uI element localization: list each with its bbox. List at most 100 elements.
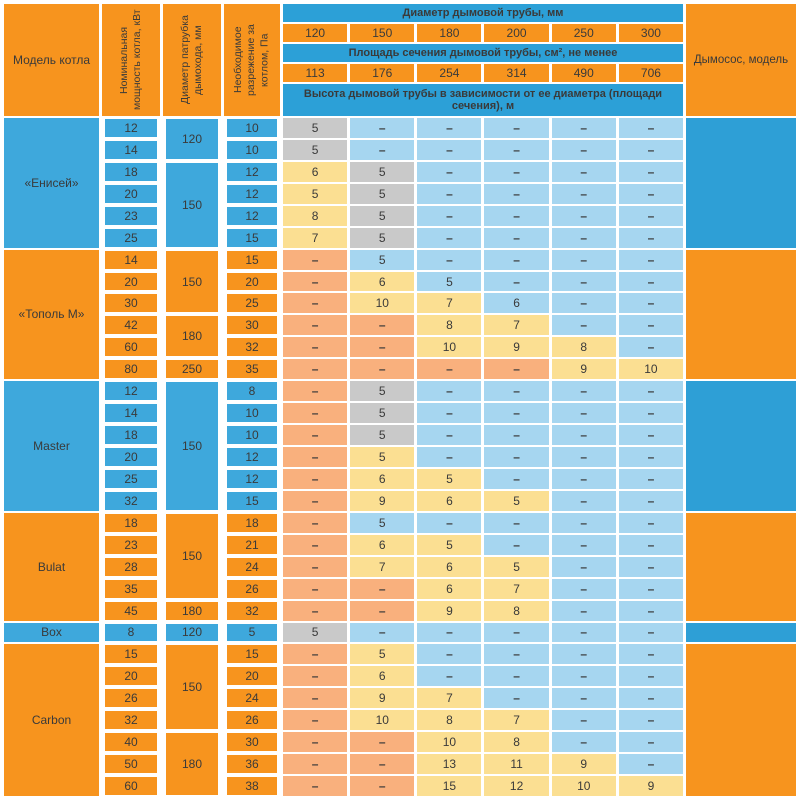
draft-cell: 12 bbox=[227, 162, 277, 181]
height-cell: 7 bbox=[484, 710, 549, 731]
height-cell: 5 bbox=[350, 644, 415, 665]
header-section-area: Площадь сечения дымовой трубы, см², не м… bbox=[283, 44, 683, 62]
height-cell: – bbox=[551, 600, 616, 621]
height-cell: – bbox=[283, 403, 348, 424]
height-cell: – bbox=[551, 315, 616, 336]
height-cell: – bbox=[283, 578, 348, 599]
height-cell: – bbox=[283, 512, 348, 533]
height-cell: – bbox=[283, 688, 348, 709]
header-chimney-height: Высота дымовой трубы в зависимости от ее… bbox=[283, 84, 683, 116]
height-cell: – bbox=[283, 710, 348, 731]
height-cell: – bbox=[618, 205, 683, 226]
draft-cell: 26 bbox=[227, 579, 277, 598]
height-cell: 9 bbox=[350, 688, 415, 709]
height-cell: 9 bbox=[417, 600, 482, 621]
height-cell: – bbox=[618, 249, 683, 270]
nozzle-diameter-cell: 150 bbox=[166, 250, 218, 313]
height-cell: – bbox=[551, 227, 616, 248]
height-cell: – bbox=[417, 666, 482, 687]
height-cell: 5 bbox=[484, 490, 549, 511]
height-cell: – bbox=[618, 315, 683, 336]
height-cell: – bbox=[417, 381, 482, 402]
height-cell: 7 bbox=[417, 293, 482, 314]
draft-cell: 12 bbox=[227, 448, 277, 466]
exhauster-cell bbox=[685, 512, 796, 621]
height-cell: – bbox=[283, 381, 348, 402]
height-cell: – bbox=[484, 227, 549, 248]
draft-cell: 15 bbox=[227, 228, 277, 247]
height-cell: – bbox=[618, 161, 683, 182]
height-cell: – bbox=[283, 425, 348, 446]
height-cell: – bbox=[618, 688, 683, 709]
draft-cell: 21 bbox=[227, 535, 277, 554]
height-cell: – bbox=[283, 490, 348, 511]
height-cell: – bbox=[618, 556, 683, 577]
draft-cell: 10 bbox=[227, 426, 277, 445]
height-cell: 9 bbox=[350, 490, 415, 511]
height-cell: 10 bbox=[551, 776, 616, 796]
power-cell: 25 bbox=[105, 469, 157, 488]
height-cell: – bbox=[484, 183, 549, 204]
height-cell: – bbox=[350, 622, 415, 643]
height-cell: – bbox=[283, 315, 348, 336]
height-cell: – bbox=[551, 490, 616, 511]
height-cell: 6 bbox=[350, 271, 415, 292]
draft-cell: 5 bbox=[227, 623, 277, 642]
power-cell: 12 bbox=[105, 119, 157, 137]
height-cell: – bbox=[484, 447, 549, 467]
nozzle-diameter-cell: 150 bbox=[166, 645, 218, 730]
height-cell: – bbox=[417, 249, 482, 270]
height-cell: – bbox=[551, 666, 616, 687]
height-cell: 6 bbox=[350, 666, 415, 687]
height-cell: – bbox=[618, 732, 683, 753]
power-cell: 18 bbox=[105, 513, 157, 532]
height-cell: 5 bbox=[283, 139, 348, 160]
height-cell: – bbox=[283, 359, 348, 380]
nozzle-diameter-cell: 250 bbox=[166, 360, 218, 379]
column-header-draft: Необходимое разрежение за котлом, Па bbox=[224, 4, 280, 116]
draft-cell: 12 bbox=[227, 469, 277, 488]
exhauster-cell bbox=[685, 622, 796, 643]
height-cell: 7 bbox=[484, 578, 549, 599]
exhauster-cell bbox=[685, 249, 796, 380]
draft-cell: 30 bbox=[227, 316, 277, 335]
height-cell: – bbox=[283, 337, 348, 358]
section-area-value: 113 bbox=[283, 64, 348, 82]
power-cell: 35 bbox=[105, 579, 157, 598]
height-cell: – bbox=[618, 512, 683, 533]
header-chimney-diameter: Диаметр дымовой трубы, мм bbox=[283, 4, 683, 22]
nozzle-diameter-cell: 180 bbox=[166, 601, 218, 620]
nozzle-diameter-cell: 180 bbox=[166, 316, 218, 357]
height-cell: 9 bbox=[551, 359, 616, 380]
draft-cell: 12 bbox=[227, 206, 277, 225]
height-cell: 5 bbox=[350, 249, 415, 270]
height-cell: 5 bbox=[283, 183, 348, 204]
height-cell: – bbox=[551, 205, 616, 226]
power-cell: 23 bbox=[105, 206, 157, 225]
power-cell: 60 bbox=[105, 338, 157, 357]
height-cell: – bbox=[484, 468, 549, 489]
power-cell: 50 bbox=[105, 755, 157, 774]
height-cell: – bbox=[551, 556, 616, 577]
height-cell: 10 bbox=[618, 359, 683, 380]
height-cell: – bbox=[350, 118, 415, 138]
height-cell: – bbox=[618, 490, 683, 511]
draft-cell: 10 bbox=[227, 119, 277, 137]
nozzle-diameter-cell: 150 bbox=[166, 162, 218, 247]
height-cell: – bbox=[618, 578, 683, 599]
power-cell: 30 bbox=[105, 294, 157, 313]
height-cell: – bbox=[551, 381, 616, 402]
nozzle-diameter-cell: 180 bbox=[166, 733, 218, 795]
height-cell: – bbox=[417, 161, 482, 182]
height-cell: 8 bbox=[417, 315, 482, 336]
height-cell: – bbox=[618, 622, 683, 643]
height-cell: – bbox=[618, 293, 683, 314]
height-cell: – bbox=[417, 512, 482, 533]
power-cell: 23 bbox=[105, 535, 157, 554]
height-cell: – bbox=[350, 315, 415, 336]
height-cell: 5 bbox=[283, 622, 348, 643]
height-cell: – bbox=[350, 578, 415, 599]
height-cell: 7 bbox=[350, 556, 415, 577]
model-cell: «Тополь М» bbox=[4, 249, 99, 380]
